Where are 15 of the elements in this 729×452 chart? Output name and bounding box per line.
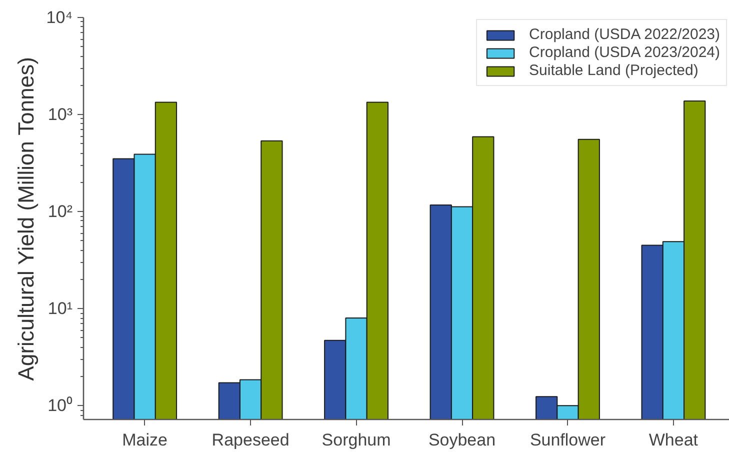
x-tick-label: Sunflower (530, 430, 606, 450)
x-tick-label: Wheat (648, 430, 698, 450)
legend-label: Suitable Land (Projected) (529, 62, 698, 79)
y-tick-label: 10² (48, 202, 73, 222)
x-tick-label: Maize (122, 430, 168, 450)
y-tick-label: 10⁴ (46, 8, 73, 27)
y-axis-title: Agricultural Yield (Million Tonnes) (13, 57, 38, 381)
legend-label: Cropland (USDA 2023/2024) (529, 44, 720, 61)
x-tick-label: Rapeseed (212, 430, 290, 450)
x-tick-label: Soybean (428, 430, 496, 450)
legend-label: Cropland (USDA 2022/2023) (529, 26, 720, 43)
x-tick-label: Sorghum (322, 430, 391, 450)
y-tick-label: 10⁰ (48, 396, 73, 416)
y-tick-label: 10¹ (48, 299, 73, 318)
y-tick-label: 10³ (48, 105, 73, 124)
